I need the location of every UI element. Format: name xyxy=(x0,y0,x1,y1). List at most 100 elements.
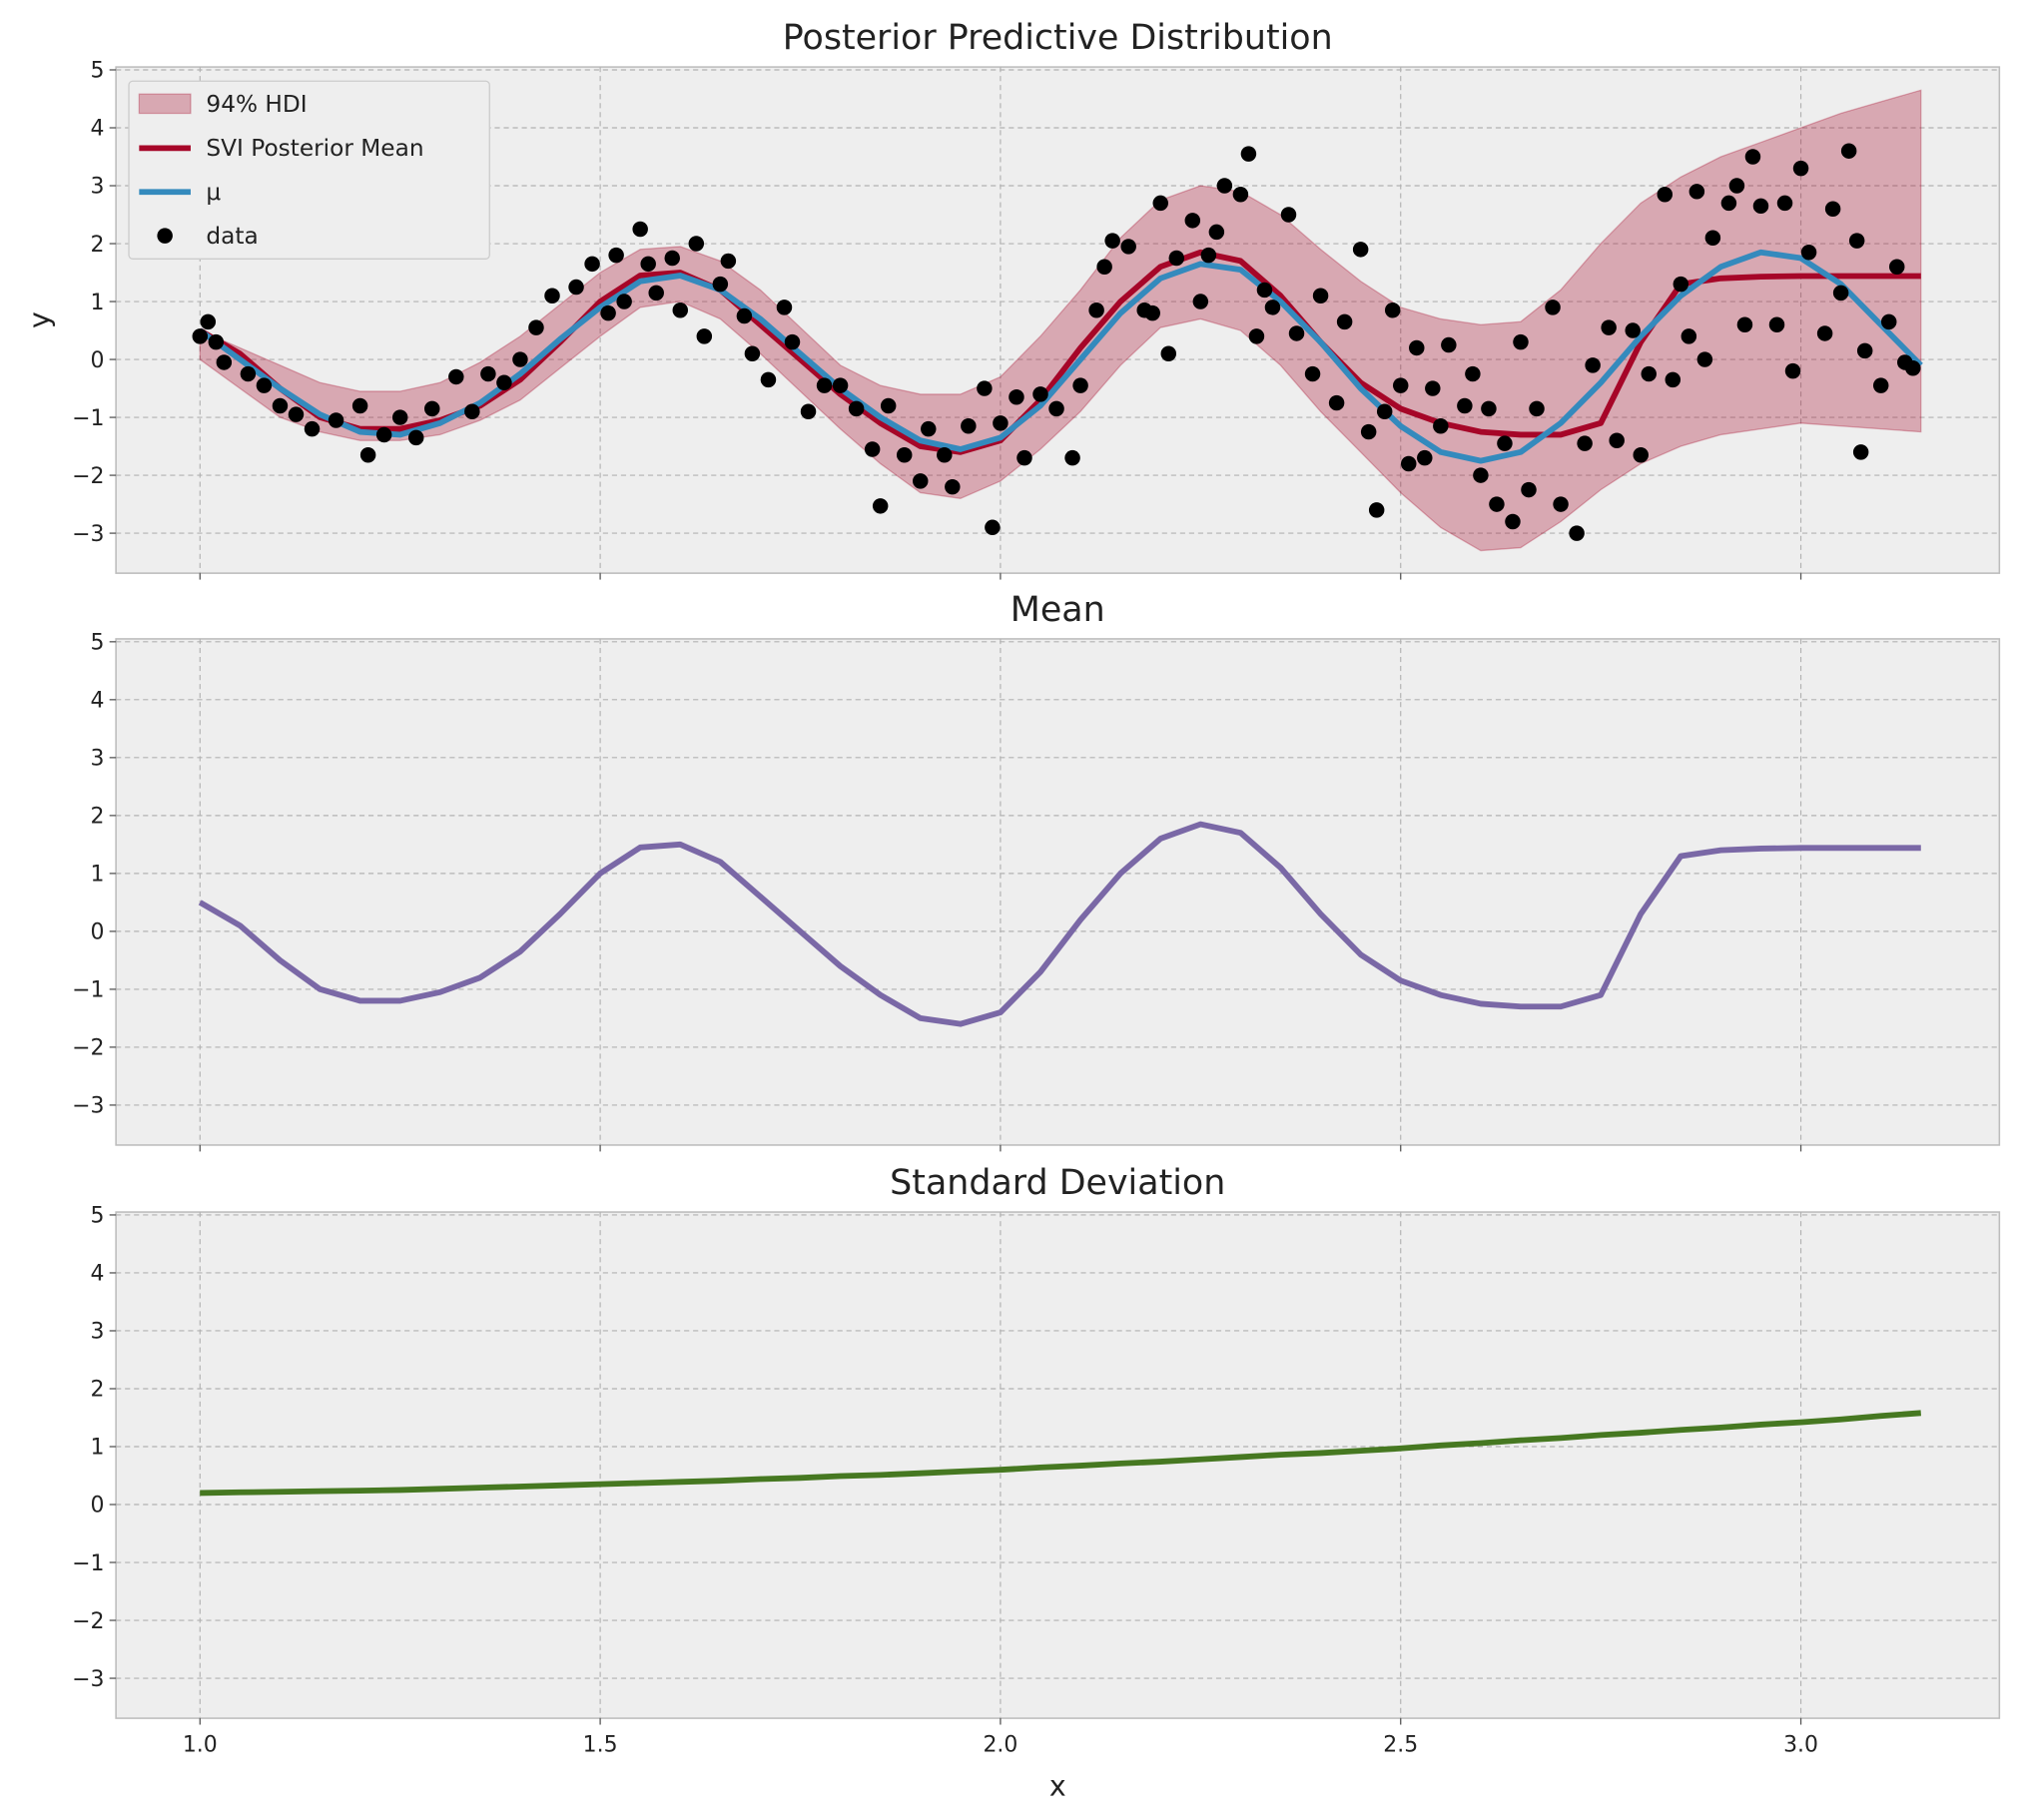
data-point xyxy=(1144,304,1160,321)
data-point xyxy=(1553,496,1569,512)
data-point xyxy=(351,397,368,414)
data-point xyxy=(1248,328,1265,344)
data-point xyxy=(1433,418,1449,434)
data-point xyxy=(1457,397,1473,414)
data-point xyxy=(1368,502,1385,518)
data-point xyxy=(744,345,761,361)
y-tick-label: −2 xyxy=(72,1609,104,1634)
data-point xyxy=(712,276,729,293)
data-point xyxy=(1304,365,1321,382)
y-tick-label: 2 xyxy=(91,233,105,258)
data-point xyxy=(1280,207,1297,223)
data-point xyxy=(1376,403,1393,420)
data-point xyxy=(1016,449,1032,466)
data-point xyxy=(1657,186,1674,203)
chart-title: Posterior Predictive Distribution xyxy=(783,18,1333,58)
data-point xyxy=(391,409,408,425)
data-point xyxy=(832,377,849,393)
y-tick-label: −3 xyxy=(72,1667,104,1692)
legend-box xyxy=(128,80,490,260)
data-point xyxy=(1032,386,1048,402)
data-point xyxy=(1497,435,1513,451)
data-point xyxy=(424,400,440,417)
data-point xyxy=(896,447,913,463)
data-point xyxy=(1072,377,1088,393)
data-point xyxy=(216,354,233,370)
y-tick-label: 5 xyxy=(91,1204,105,1229)
data-point xyxy=(848,400,865,417)
data-point xyxy=(1160,345,1177,361)
data-point xyxy=(1889,259,1905,275)
data-point xyxy=(1384,303,1401,318)
data-point xyxy=(696,328,713,344)
y-tick-label: 4 xyxy=(91,117,105,142)
data-point xyxy=(328,412,344,428)
data-point xyxy=(776,300,793,315)
data-point xyxy=(993,415,1009,431)
data-point xyxy=(1409,339,1425,356)
series-line xyxy=(198,249,1923,464)
data-point xyxy=(1521,481,1537,498)
data-point xyxy=(1852,444,1869,460)
data-point xyxy=(512,351,528,367)
data-point xyxy=(1216,178,1233,194)
data-point xyxy=(1784,362,1801,379)
plot-area xyxy=(115,638,2001,1146)
data-point xyxy=(1665,371,1682,388)
data-point xyxy=(1752,198,1769,215)
chart-title: Standard Deviation xyxy=(890,1163,1225,1203)
data-point xyxy=(375,426,392,443)
data-point xyxy=(1776,195,1793,212)
data-point xyxy=(1120,239,1136,255)
data-point xyxy=(880,397,897,414)
data-point xyxy=(1824,201,1841,217)
data-point xyxy=(1800,244,1817,261)
data-point xyxy=(760,371,777,388)
data-point xyxy=(1905,360,1921,376)
y-tick-label: 3 xyxy=(91,175,105,200)
data-point xyxy=(1856,342,1873,359)
chart-title: Mean xyxy=(1010,590,1105,630)
data-point xyxy=(1208,224,1225,241)
y-tick-label: −2 xyxy=(72,464,104,489)
x-tick-label: 2.5 xyxy=(1383,1733,1418,1758)
data-point xyxy=(1744,149,1761,165)
data-point xyxy=(1529,400,1545,417)
data-point xyxy=(208,333,225,350)
data-point xyxy=(1168,250,1185,267)
data-point xyxy=(1728,178,1745,194)
data-point xyxy=(1473,467,1489,483)
data-point xyxy=(977,380,993,396)
y-tick-label: 1 xyxy=(91,291,105,315)
data-point xyxy=(1256,282,1273,299)
data-point xyxy=(872,498,889,514)
legend-label: data xyxy=(206,223,258,250)
data-point xyxy=(937,447,953,463)
data-point xyxy=(1505,513,1521,530)
data-point xyxy=(240,365,257,382)
y-tick-label: 0 xyxy=(91,920,105,945)
series-line xyxy=(198,821,1921,1027)
data-point xyxy=(1840,143,1857,159)
y-tick-label: 1 xyxy=(91,1436,105,1461)
data-point xyxy=(1312,288,1329,303)
data-point xyxy=(1064,449,1080,466)
data-point xyxy=(448,368,464,385)
data-point xyxy=(1880,313,1897,330)
data-point xyxy=(544,288,560,303)
y-tick-label: 1 xyxy=(91,863,105,888)
data-point xyxy=(1681,328,1697,344)
data-point xyxy=(1360,423,1377,440)
data-point xyxy=(1513,333,1529,350)
data-point xyxy=(1184,213,1201,229)
data-point xyxy=(945,478,961,495)
x-tick-label: 1.0 xyxy=(183,1733,218,1758)
data-point xyxy=(1848,233,1865,249)
data-point xyxy=(1601,319,1617,335)
y-tick-label: 4 xyxy=(91,689,105,714)
data-point xyxy=(1264,300,1281,315)
y-tick-label: 2 xyxy=(91,805,105,830)
data-point xyxy=(720,253,737,270)
data-point xyxy=(568,279,584,296)
data-point xyxy=(1288,325,1305,341)
